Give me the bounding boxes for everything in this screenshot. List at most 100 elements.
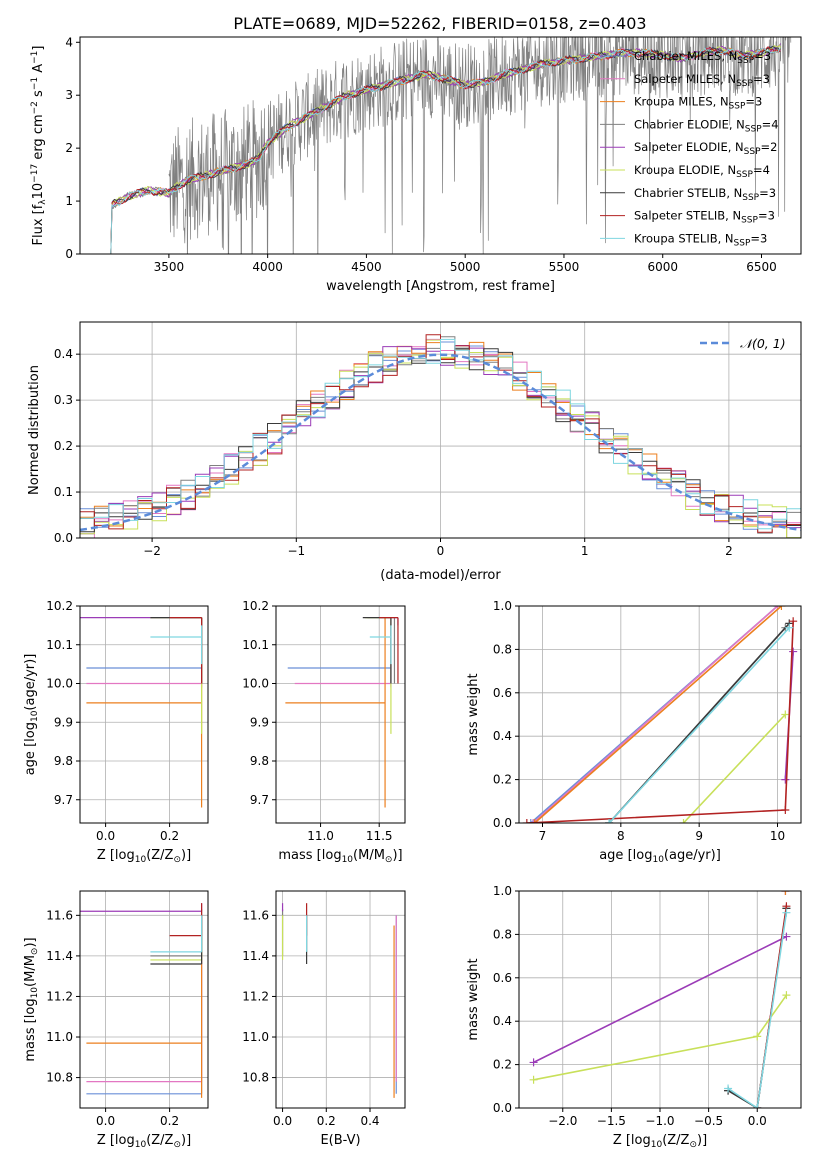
x-tick-label: 0.0 [748, 1114, 767, 1128]
cumulative-marker [530, 819, 539, 823]
axes-frame [79, 36, 802, 255]
cumulative-marker [605, 819, 614, 823]
legend-entry: Salpeter STELIB, NSSP=3 [634, 209, 775, 226]
y-tick-label: 9.9 [250, 715, 269, 729]
cumulative-marker [753, 1104, 762, 1108]
x-tick-label: −1.0 [645, 1114, 674, 1128]
y-tick-label: 0.8 [493, 642, 512, 656]
y-axis-label: mass weight [466, 958, 481, 1040]
x-tick-label: 11.5 [366, 829, 393, 843]
legend: Chabrier MILES, NSSP=3 Salpeter MILES, NS… [600, 49, 779, 248]
cumulative-marker [782, 908, 791, 917]
legend-entry: Chabrier ELODIE, NSSP=4 [634, 117, 779, 134]
cumulative-marker [753, 1032, 762, 1041]
cumulative-line [534, 606, 782, 823]
plot-area-spectrum [109, 37, 792, 254]
cumulative-marker [529, 819, 538, 823]
x-tick-label: 0.2 [317, 1114, 336, 1128]
x-tick-label: −1 [287, 544, 305, 558]
y-tick-label: 10.2 [242, 599, 269, 613]
plot-area-cumulative-age [522, 606, 798, 823]
x-axis-label: (data-model)/error [380, 568, 501, 583]
axes-frame [79, 890, 209, 1109]
cumulative-marker [781, 805, 790, 814]
x-axis-label: wavelength [Angstrom, rest frame] [326, 279, 555, 294]
y-tick-label: 11.0 [46, 1030, 73, 1044]
y-tick-label: 9.8 [54, 754, 73, 768]
axes-age-vs-mass: 11.0 11.5 9.7 9.8 9.9 10.0 10.1 10.2 mass [log10… [242, 599, 406, 865]
spectrum-model-line [109, 47, 781, 254]
y-axis-label: mass [log10(M/M⊙)] [23, 937, 40, 1061]
x-tick-label: 3500 [154, 260, 185, 274]
x-tick-label: −1.5 [597, 1114, 626, 1128]
axes-cumulative-age: 7 8 9 10 0.0 0.2 0.4 0.6 0.8 1.0 age [log10(age/yr… [466, 599, 802, 865]
x-tick-label: 0.4 [360, 1114, 379, 1128]
y-tick-label: 10.1 [242, 638, 269, 652]
cumulative-marker [789, 617, 798, 626]
cumulative-line [533, 935, 787, 1064]
axes-frame [275, 890, 406, 1109]
y-tick-label: 9.9 [54, 715, 73, 729]
y-tick-label: 11.4 [46, 949, 73, 963]
x-tick-label: 0.0 [96, 829, 115, 843]
y-tick-label: 11.6 [242, 908, 269, 922]
y-tick-label: 10.2 [46, 599, 73, 613]
y-tick-label: 0.0 [493, 1101, 512, 1115]
legend-entry: Kroupa MILES, NSSP=3 [634, 95, 762, 112]
x-tick-label: 0.0 [96, 1114, 115, 1128]
y-tick-label: 0.4 [493, 729, 512, 743]
y-tick-label: 3 [65, 88, 73, 102]
legend-entry: Chabrier STELIB, NSSP=3 [634, 186, 776, 203]
normal-curve [80, 353, 801, 532]
cumulative-marker [781, 775, 790, 784]
cumulative-marker [529, 1075, 538, 1084]
cumulative-marker [679, 819, 688, 823]
x-tick-label: 8 [617, 829, 625, 843]
cumulative-marker [529, 1058, 538, 1067]
cumulative-line [532, 606, 779, 823]
y-tick-label: 1.0 [493, 599, 512, 613]
x-tick-label: 4000 [252, 260, 283, 274]
cumulative-marker [781, 891, 790, 895]
x-tick-label: −2 [143, 544, 161, 558]
y-tick-label: 0.4 [493, 1014, 512, 1028]
cumulative-marker [522, 819, 531, 823]
y-tick-label: 0.8 [493, 927, 512, 941]
y-tick-label: 11.2 [46, 989, 73, 1003]
x-axis-label: mass [log10(M/M⊙)] [278, 848, 402, 865]
plot-area-age-vs-z [80, 617, 203, 808]
plot-area-cumulative-z [529, 891, 791, 1108]
legend-entry: Kroupa STELIB, NSSP=3 [634, 231, 767, 248]
y-tick-label: 0.6 [493, 971, 512, 985]
y-axis-label: Normed distribution [27, 365, 42, 495]
y-tick-label: 0.2 [493, 1058, 512, 1072]
axes-age-vs-z: 0.0 0.2 9.7 9.8 9.9 10.0 10.1 10.2 Z [log10(Z/Z⊙… [23, 599, 209, 865]
y-tick-label: 11.6 [46, 908, 73, 922]
y-tick-label: 0.6 [493, 686, 512, 700]
y-tick-label: 0.0 [493, 816, 512, 830]
axes-cumulative-z: −2.0 −1.5 −1.0 −0.5 0.0 0.0 0.2 0.4 0.6 0.8 1.0 Z [… [466, 884, 802, 1150]
x-tick-label: 0.2 [160, 829, 179, 843]
plot-area-mass-vs-z [80, 903, 203, 1098]
y-tick-label: 11.4 [242, 949, 269, 963]
legend-entry: Chabrier MILES, NSSP=3 [634, 49, 771, 66]
cumulative-marker [789, 647, 798, 656]
y-tick-label: 1 [65, 194, 73, 208]
y-axis-label: Flux [fλ10−17 erg cm−2 s−1 A−1] [30, 46, 48, 246]
spectrum-model-line [109, 45, 781, 254]
y-tick-label: 1.0 [493, 884, 512, 898]
x-axis-label: age [log10(age/yr)] [599, 848, 721, 865]
x-tick-label: 4500 [351, 260, 382, 274]
y-tick-label: 4 [65, 35, 73, 49]
plot-layer: 3500 4000 4500 5000 5500 6000 6500 0 1 2 3 4 wavelen… [23, 35, 802, 1150]
cumulative-line [727, 912, 788, 1108]
axes-mass-vs-ebv: 0.0 0.2 0.4 10.8 11.0 11.2 11.4 11.6 E(B-V) [242, 890, 406, 1148]
spectrum-model-line [109, 44, 781, 254]
x-axis-label: Z [log10(Z/Z⊙)] [97, 848, 191, 865]
y-tick-label: 10.8 [46, 1071, 73, 1085]
legend-entry-normal: 𝒩(0, 1) [740, 336, 786, 351]
legend-entry: Salpeter ELODIE, NSSP=2 [634, 140, 777, 157]
cumulative-marker [785, 623, 794, 632]
x-tick-label: 7 [539, 829, 547, 843]
histogram-series [80, 338, 801, 538]
